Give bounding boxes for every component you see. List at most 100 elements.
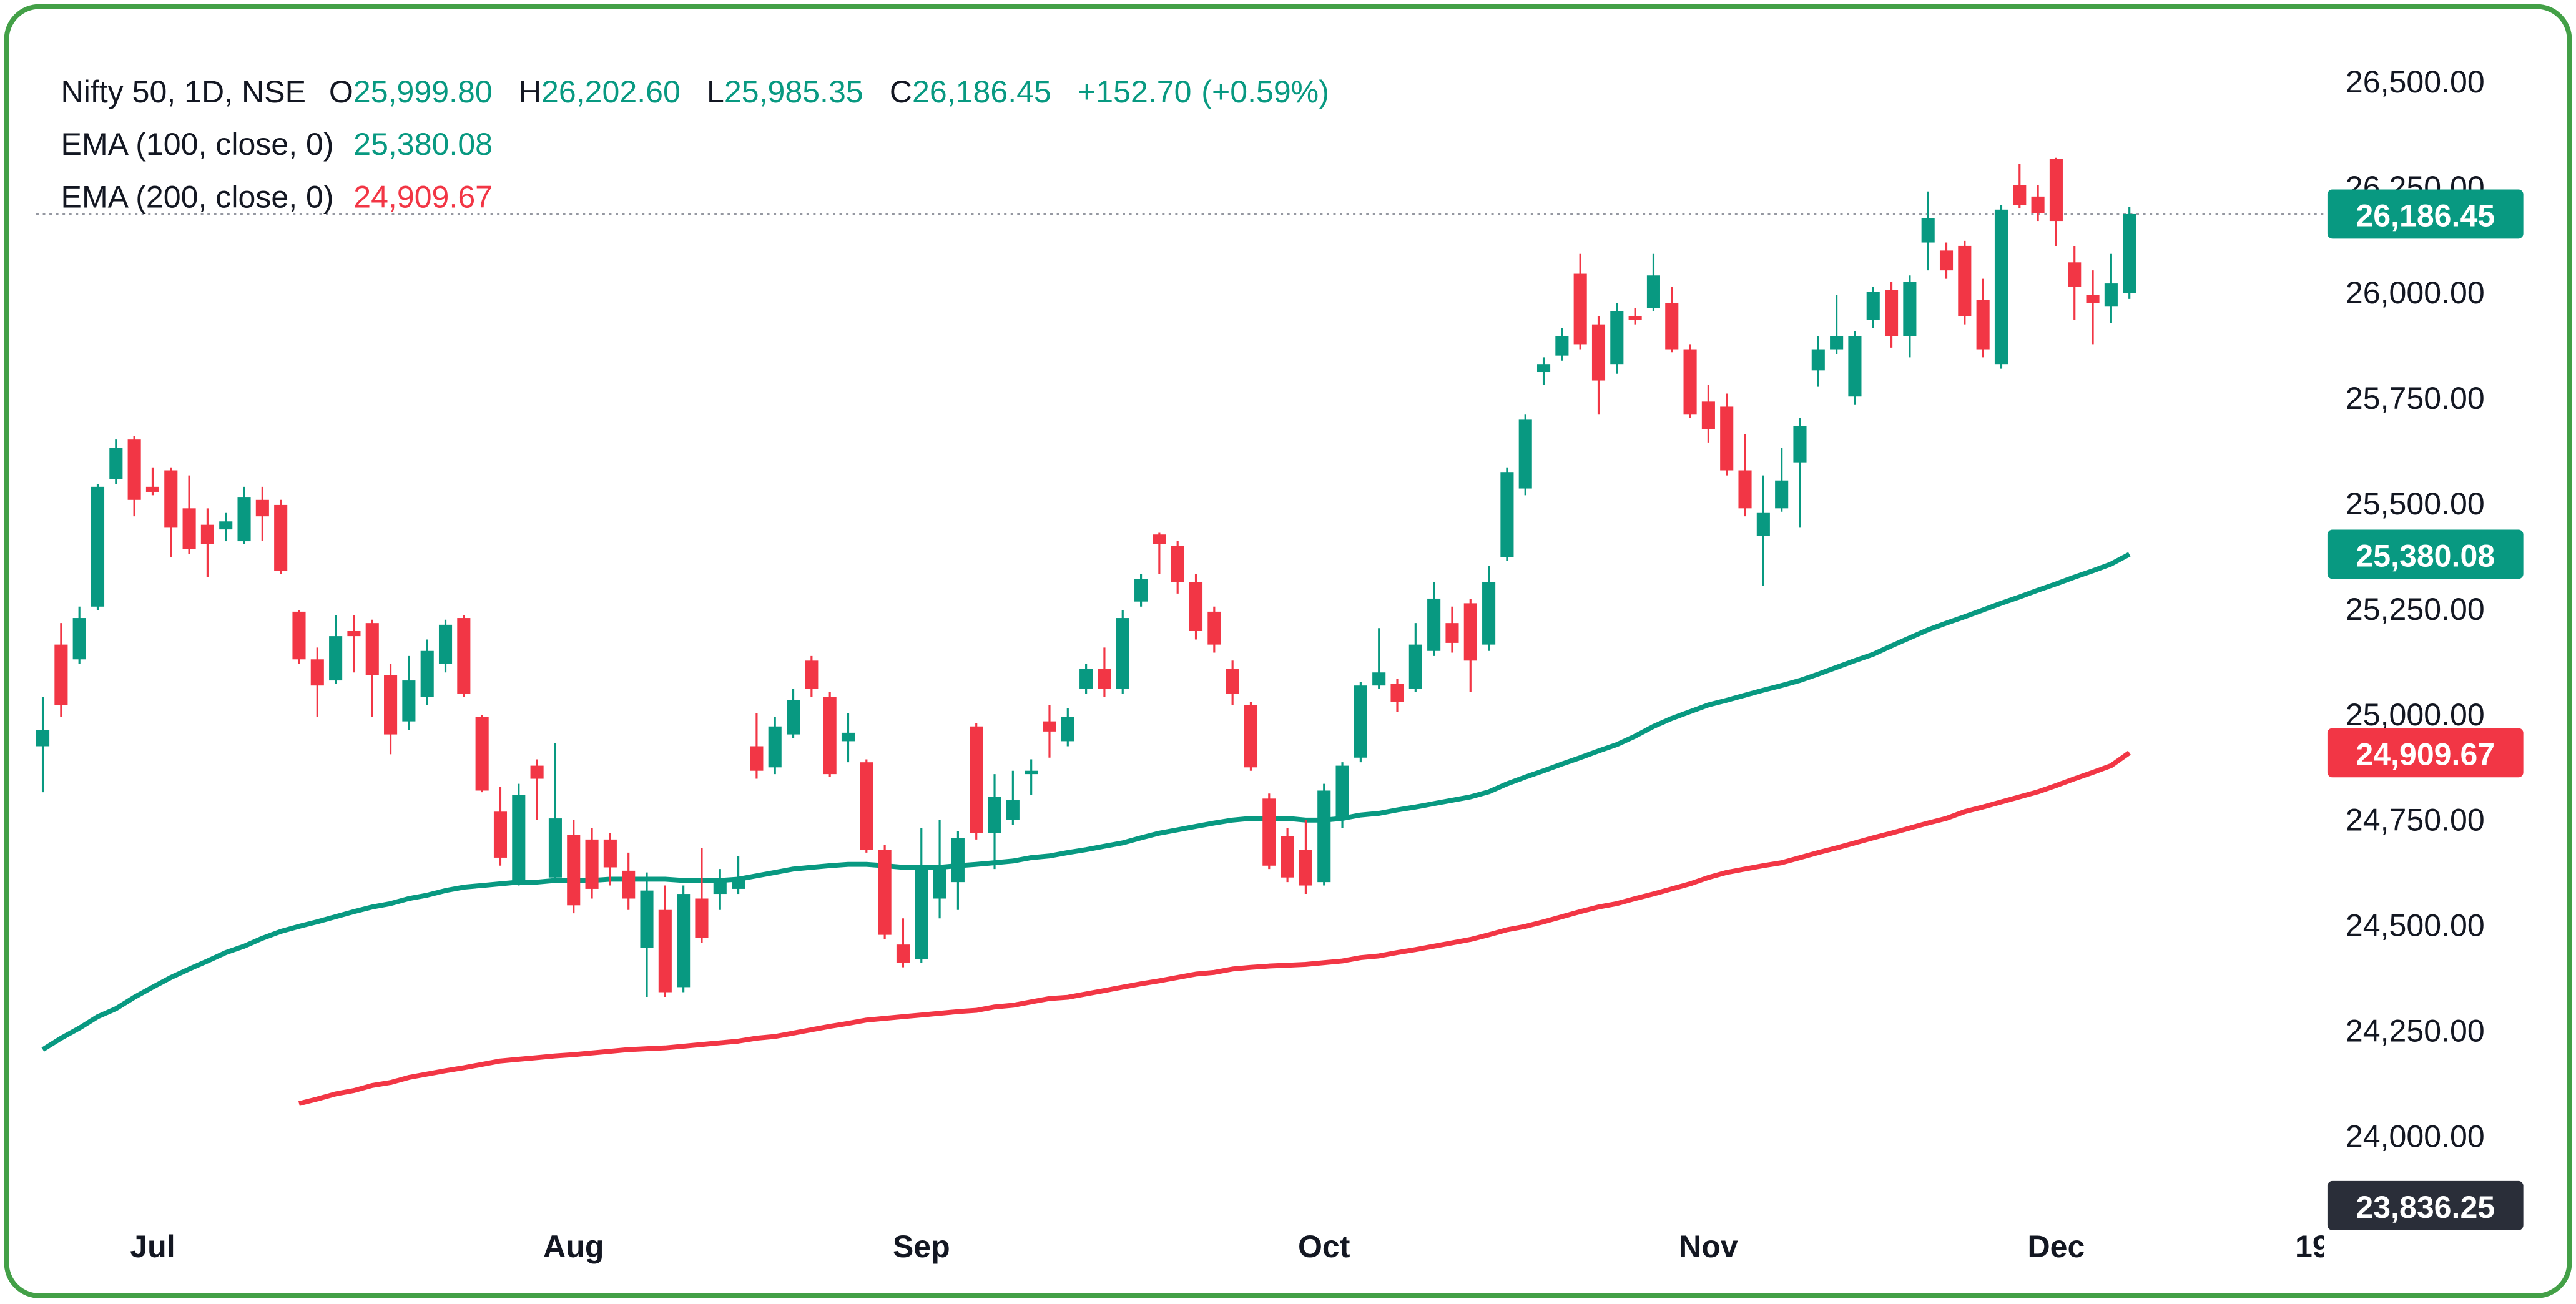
candle-body xyxy=(2013,185,2027,205)
candle-body xyxy=(1079,669,1093,689)
ohlc-key: C xyxy=(890,74,912,109)
candle-body xyxy=(1427,598,1441,651)
candle-body xyxy=(512,795,526,883)
candle-body xyxy=(1463,603,1477,661)
y-tick-label: 24,750.00 xyxy=(2346,803,2485,838)
candle-body xyxy=(1885,290,1899,336)
candle-body xyxy=(1701,401,1715,429)
candle-body xyxy=(402,680,416,722)
legend-name: EMA (200, close, 0) xyxy=(61,179,334,214)
candle-body xyxy=(1683,349,1697,415)
candle-body xyxy=(1756,512,1770,536)
y-tick-label: 25,750.00 xyxy=(2346,381,2485,416)
x-tick-label: Aug xyxy=(543,1229,604,1264)
candle-body xyxy=(1994,209,2008,365)
candle-body xyxy=(1976,300,1990,350)
candle-body xyxy=(1628,316,1642,320)
candle-body xyxy=(54,644,68,705)
candle-body xyxy=(1646,275,1660,308)
candle-body xyxy=(438,624,453,664)
candle-body xyxy=(933,865,946,899)
candle-body xyxy=(841,732,855,742)
candle-body xyxy=(603,839,617,868)
ohlc-value: 26,202.60 xyxy=(541,74,681,109)
candle-body xyxy=(1006,800,1020,820)
candle-body xyxy=(1958,245,1972,316)
candle-body xyxy=(1317,790,1331,883)
y-tick-label: 25,500.00 xyxy=(2346,486,2485,521)
candle-body xyxy=(1811,349,1825,371)
candle-body xyxy=(732,877,745,889)
candle-body xyxy=(237,497,251,542)
candle-body xyxy=(475,717,489,791)
candle-body xyxy=(145,486,159,492)
candle-body xyxy=(970,726,983,833)
candle-body xyxy=(1098,669,1111,689)
candle-body xyxy=(1061,717,1074,742)
candle-body xyxy=(347,630,361,637)
last-price-tag-label: 26,186.45 xyxy=(2356,199,2495,233)
candle-body xyxy=(2123,213,2136,293)
candle-body xyxy=(1555,336,1569,356)
candle-body xyxy=(1610,311,1624,365)
candle-body xyxy=(1189,582,1203,631)
candle-body xyxy=(1043,721,1056,732)
candle-body xyxy=(750,746,764,771)
candle-body xyxy=(1354,685,1367,758)
change: +152.70 xyxy=(1078,74,1191,109)
candle-body xyxy=(1500,472,1514,557)
candle-body xyxy=(988,797,1001,833)
candle-body xyxy=(1903,282,1917,336)
legend-value: 25,380.08 xyxy=(353,127,493,162)
legend-entry: EMA (100, close, 0) 25,380.08 xyxy=(61,127,493,162)
candle-body xyxy=(1244,705,1258,768)
candle-body xyxy=(1408,644,1422,689)
candle-body xyxy=(1134,579,1148,602)
candle-body xyxy=(2104,283,2118,307)
candle-body xyxy=(72,618,86,660)
candle-body xyxy=(182,508,196,549)
y-tick-label: 26,000.00 xyxy=(2346,275,2485,310)
x-tick-label: Jul xyxy=(130,1229,175,1264)
last-price-tag xyxy=(2327,189,2524,239)
plot-area xyxy=(36,157,2324,1106)
candle-body xyxy=(329,636,343,681)
candle-body xyxy=(1921,218,1935,243)
candle-body xyxy=(1665,303,1679,350)
candle-body xyxy=(127,439,141,500)
candle-body xyxy=(1207,611,1221,645)
candle-body xyxy=(1299,850,1312,886)
candle-body xyxy=(1281,836,1294,878)
x-tick-label: Sep xyxy=(893,1229,950,1264)
candle-body xyxy=(1226,669,1239,694)
candle-body xyxy=(1536,364,1551,373)
y-tick-label: 26,500.00 xyxy=(2346,64,2485,99)
candle-body xyxy=(1262,798,1276,866)
candle-body xyxy=(2068,262,2082,287)
candle-body xyxy=(2031,196,2045,213)
y-tick-label: 25,000.00 xyxy=(2346,697,2485,732)
candle-body xyxy=(1573,273,1587,345)
candle-body xyxy=(1738,470,1752,509)
candle-body xyxy=(1720,406,1734,471)
header: Nifty 50, 1D, NSE O25,999.80 H26,202.60 L25… xyxy=(61,74,1329,109)
candle-body xyxy=(1793,426,1807,463)
candle-body xyxy=(585,839,599,889)
candle-body xyxy=(878,850,892,935)
x-tick-label: Nov xyxy=(1679,1229,1738,1264)
candle-body xyxy=(1025,770,1038,775)
ohlc-key: O xyxy=(329,74,353,109)
candle-body xyxy=(384,675,398,735)
candle-body xyxy=(768,726,782,768)
y-tick-label: 25,250.00 xyxy=(2346,592,2485,627)
candle-body xyxy=(695,898,709,938)
candle-body xyxy=(1335,765,1349,820)
candle-body xyxy=(530,765,544,779)
candle-body xyxy=(1482,582,1496,645)
candle-body xyxy=(1372,672,1386,686)
legend-value: 24,909.67 xyxy=(353,179,493,214)
frame xyxy=(4,4,2572,1298)
ema-price-tag-label: 25,380.08 xyxy=(2356,539,2495,574)
